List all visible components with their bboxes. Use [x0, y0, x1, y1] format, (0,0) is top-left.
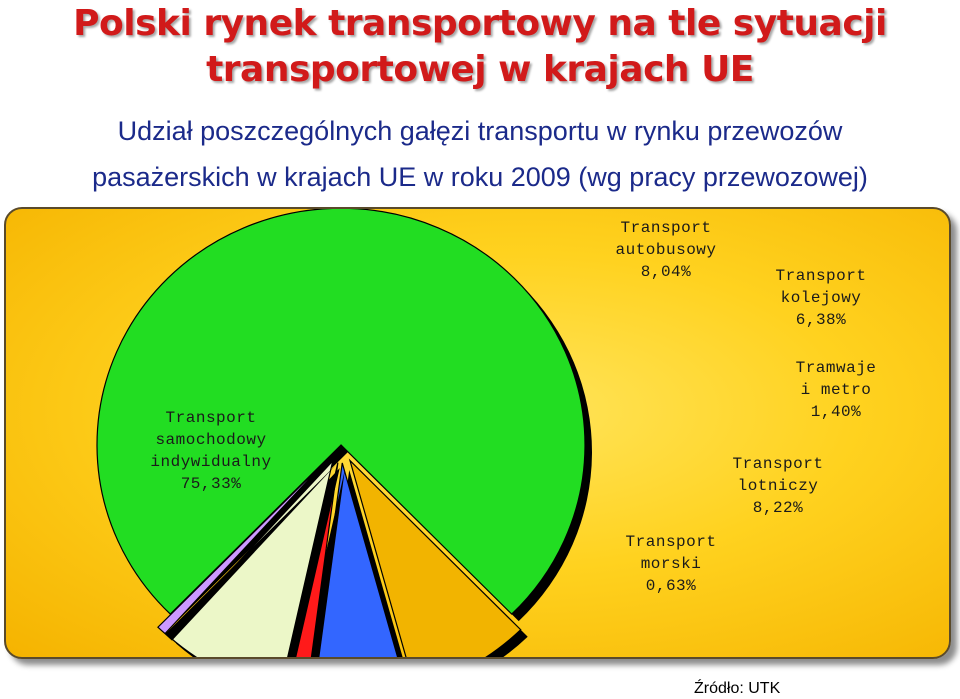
pie-chart [96, 209, 592, 657]
label-autobusowy-value: 8,04% [640, 263, 692, 281]
label-kolejowy-line2: kolejowy [780, 289, 862, 307]
page-title-line2: transportowej w krajach UE [206, 49, 754, 90]
label-autobusowy: Transport autobusowy 8,04% [581, 217, 751, 283]
label-morski-line1: Transport [625, 533, 717, 551]
source-note: Źródło: UTK [694, 680, 781, 697]
label-samochodowy: Transport samochodowy indywidualny 75,33… [121, 407, 301, 495]
label-morski: Transport morski 0,63% [601, 531, 741, 597]
label-tramwaje-value: 1,40% [810, 403, 862, 421]
label-lotniczy-line2: lotniczy [737, 477, 819, 495]
label-samochodowy-line1: Transport [165, 409, 257, 427]
label-kolejowy-value: 6,38% [795, 311, 847, 329]
label-tramwaje: Tramwaje i metro 1,40% [771, 357, 901, 423]
label-kolejowy: Transport kolejowy 6,38% [741, 265, 901, 331]
label-samochodowy-line3: indywidualny [150, 453, 272, 471]
label-morski-value: 0,63% [645, 577, 697, 595]
chart-subtitle-line1: Udział poszczególnych gałęzi transportu … [117, 116, 843, 146]
label-lotniczy: Transport lotniczy 8,22% [703, 453, 853, 519]
label-autobusowy-line1: Transport [620, 219, 712, 237]
slice-samochodowy [96, 209, 586, 615]
slice-shadow-tramwaje [301, 469, 345, 657]
chart-subtitle-line2: pasażerskich w krajach UE w roku 2009 (w… [92, 162, 868, 192]
label-samochodowy-value: 75,33% [180, 475, 242, 493]
slice-morski [157, 457, 330, 635]
label-tramwaje-line2: i metro [800, 381, 872, 399]
label-lotniczy-value: 8,22% [752, 499, 804, 517]
chart-panel: Transport samochodowy indywidualny 75,33… [4, 207, 951, 659]
slice-tramwaje [292, 462, 339, 657]
label-kolejowy-line1: Transport [775, 267, 867, 285]
label-tramwaje-line1: Tramwaje [795, 359, 877, 377]
slice-autobusowy [348, 458, 522, 657]
label-samochodowy-line2: samochodowy [155, 431, 267, 449]
slice-shadow-morski [164, 465, 336, 641]
label-autobusowy-line2: autobusowy [615, 241, 717, 259]
page-title-line1: Polski rynek transportowy na tle sytuacj… [73, 3, 887, 44]
label-morski-line2: morski [640, 555, 702, 573]
label-lotniczy-line1: Transport [732, 455, 824, 473]
